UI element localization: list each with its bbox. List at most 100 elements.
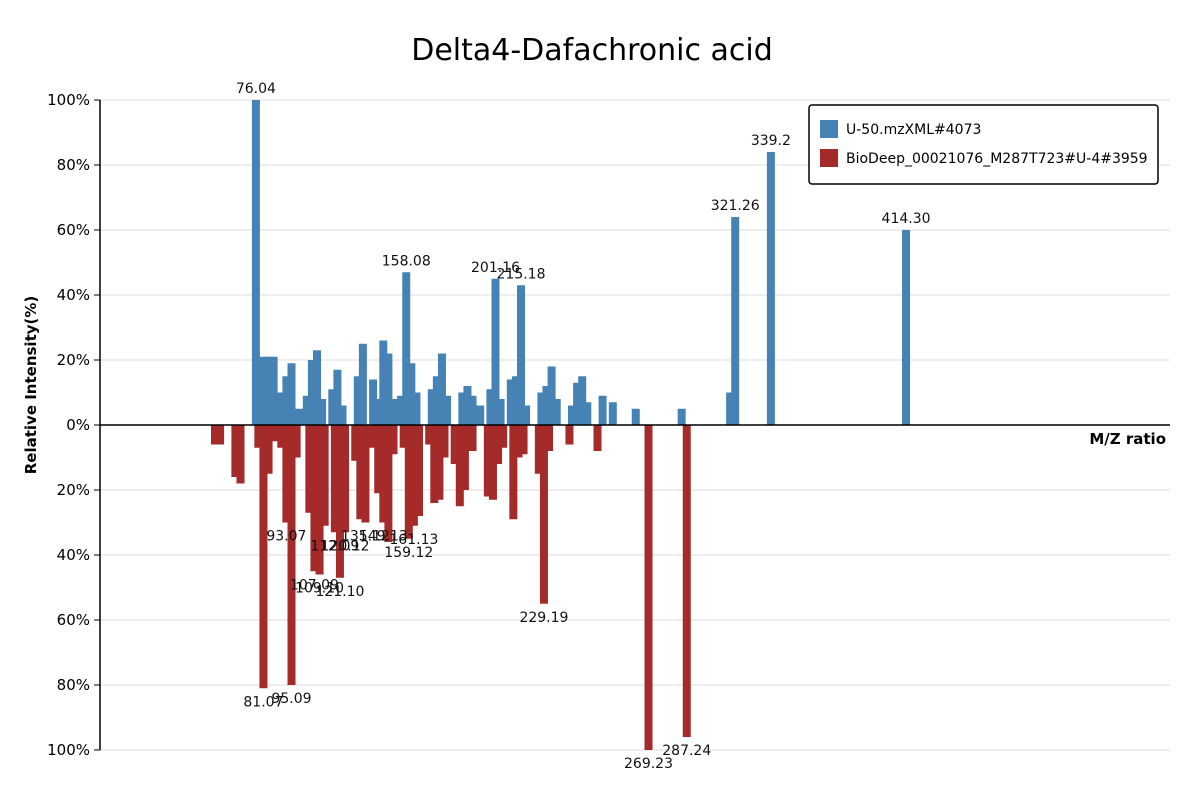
bar-series-0 bbox=[731, 217, 740, 425]
bar-series-0 bbox=[427, 389, 436, 425]
peak-label: 135.12 bbox=[341, 529, 390, 545]
bar-series-1 bbox=[361, 425, 370, 523]
peak-label: 107.09 bbox=[290, 577, 339, 593]
peak-label: 201.16 bbox=[471, 260, 520, 276]
bars-layer bbox=[211, 100, 911, 750]
bar-series-0 bbox=[282, 376, 291, 425]
bar-series-1 bbox=[534, 425, 543, 474]
bar-series-0 bbox=[547, 366, 556, 425]
y-tick-label: 80% bbox=[57, 156, 90, 174]
bar-series-0 bbox=[476, 405, 485, 425]
bar-series-0 bbox=[379, 340, 388, 425]
bar-series-0 bbox=[511, 376, 520, 425]
peak-label: 121.10 bbox=[315, 584, 364, 600]
bar-series-1 bbox=[494, 425, 503, 464]
bar-series-0 bbox=[302, 395, 311, 425]
y-tick-label: 20% bbox=[57, 351, 90, 369]
bar-series-1 bbox=[644, 425, 653, 750]
legend-label-1: BioDeep_00021076_M287T723#U-4#3959 bbox=[846, 151, 1148, 167]
bar-series-0 bbox=[578, 376, 587, 425]
bar-series-0 bbox=[458, 392, 467, 425]
bar-series-1 bbox=[259, 425, 268, 689]
bar-series-1 bbox=[277, 425, 286, 448]
bar-series-1 bbox=[231, 425, 240, 477]
legend-swatch-1 bbox=[820, 149, 838, 167]
y-tick-label: 0% bbox=[66, 416, 90, 434]
bar-series-1 bbox=[287, 425, 296, 685]
bar-series-0 bbox=[369, 379, 378, 425]
bar-series-1 bbox=[292, 425, 301, 458]
bar-series-0 bbox=[259, 356, 268, 425]
bar-series-1 bbox=[514, 425, 523, 458]
bar-series-0 bbox=[598, 395, 607, 425]
bar-series-0 bbox=[402, 272, 411, 425]
bar-series-0 bbox=[468, 395, 477, 425]
peak-label: 120.12 bbox=[321, 538, 370, 554]
bar-series-1 bbox=[282, 425, 291, 523]
bar-series-0 bbox=[384, 353, 393, 425]
bar-series-0 bbox=[726, 392, 735, 425]
peak-label: 112.09 bbox=[310, 538, 359, 554]
bar-series-1 bbox=[545, 425, 554, 451]
bar-series-0 bbox=[552, 399, 561, 425]
peak-label: 414.30 bbox=[882, 211, 931, 227]
x-axis-title: M/Z ratio bbox=[1089, 430, 1166, 448]
legend-label-0: U-50.mzXML#4073 bbox=[846, 122, 981, 138]
bar-series-0 bbox=[318, 399, 327, 425]
y-tick-label: 40% bbox=[57, 286, 90, 304]
bar-series-1 bbox=[404, 425, 413, 539]
bar-series-1 bbox=[539, 425, 548, 604]
bar-series-0 bbox=[333, 369, 342, 425]
bar-series-1 bbox=[341, 425, 350, 533]
bar-series-1 bbox=[415, 425, 423, 516]
bar-series-1 bbox=[216, 425, 225, 445]
bar-series-1 bbox=[335, 425, 344, 578]
bar-series-0 bbox=[432, 376, 441, 425]
bar-series-0 bbox=[537, 392, 546, 425]
bar-series-1 bbox=[374, 425, 383, 494]
bar-series-0 bbox=[573, 382, 582, 425]
bar-series-0 bbox=[374, 399, 383, 425]
peak-label: 229.19 bbox=[519, 610, 568, 626]
peak-label: 109.10 bbox=[295, 581, 344, 597]
bar-series-1 bbox=[320, 425, 329, 526]
bar-series-1 bbox=[682, 425, 691, 737]
bar-series-0 bbox=[568, 405, 576, 425]
bar-series-1 bbox=[379, 425, 388, 523]
bar-series-0 bbox=[437, 353, 446, 425]
bar-series-1 bbox=[435, 425, 444, 500]
y-axis-title: Relative Intensity(%) bbox=[22, 296, 40, 475]
y-tick-label: 60% bbox=[57, 611, 90, 629]
peak-label: 93.07 bbox=[266, 529, 306, 545]
bar-series-0 bbox=[358, 343, 367, 425]
bar-series-0 bbox=[277, 392, 286, 425]
bar-series-0 bbox=[463, 386, 472, 425]
bar-series-1 bbox=[269, 425, 278, 442]
bar-series-1 bbox=[409, 425, 418, 526]
bar-series-0 bbox=[583, 402, 592, 425]
peak-label: 149.13 bbox=[359, 529, 408, 545]
bar-series-1 bbox=[460, 425, 469, 490]
peak-label: 76.04 bbox=[236, 81, 276, 97]
legend: U-50.mzXML#4073 BioDeep_00021076_M287T72… bbox=[808, 104, 1159, 185]
bar-series-1 bbox=[430, 425, 439, 503]
grid-lines bbox=[100, 99, 1170, 751]
bar-series-0 bbox=[542, 386, 551, 425]
bar-series-0 bbox=[412, 392, 421, 425]
peak-label: 161.13 bbox=[389, 532, 438, 548]
bar-series-1 bbox=[389, 425, 398, 455]
bar-series-1 bbox=[440, 425, 449, 458]
bar-series-0 bbox=[251, 100, 260, 425]
bar-series-1 bbox=[425, 425, 434, 445]
y-tick-label: 100% bbox=[47, 91, 90, 109]
y-tick-label: 100% bbox=[47, 741, 90, 759]
y-ticks: 100% 80% 60% 40% 20% 0% 20% 40% 60% 80% 100% bbox=[47, 91, 100, 759]
legend-swatch-0 bbox=[820, 120, 838, 138]
peak-label: 158.08 bbox=[382, 253, 431, 269]
bar-series-0 bbox=[902, 230, 911, 425]
bar-series-0 bbox=[269, 356, 278, 425]
bar-series-1 bbox=[236, 425, 245, 484]
bar-series-1 bbox=[315, 425, 324, 575]
bar-series-1 bbox=[351, 425, 360, 461]
